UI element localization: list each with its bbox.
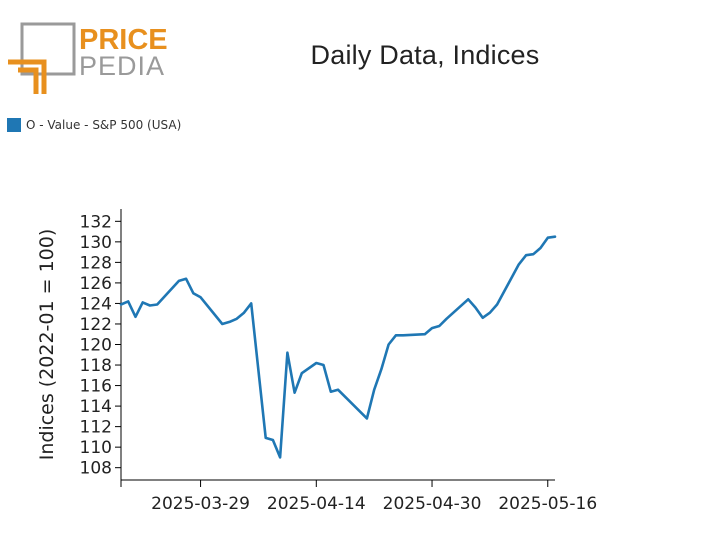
legend-swatch bbox=[7, 118, 21, 132]
y-tick-label: 124 bbox=[80, 294, 112, 314]
x-tick-label: 2025-05-16 bbox=[498, 494, 597, 514]
legend[interactable]: O - Value - S&P 500 (USA) bbox=[7, 118, 181, 132]
y-tick-label: 110 bbox=[80, 438, 112, 458]
x-tick-label: 2025-04-30 bbox=[383, 494, 482, 514]
chart-title: Daily Data, Indices bbox=[310, 40, 540, 70]
y-tick-label: 114 bbox=[80, 397, 112, 417]
y-tick-label: 108 bbox=[80, 459, 112, 479]
pricepedia-logo: PRICE PEDIA bbox=[8, 22, 168, 94]
y-tick-label: 130 bbox=[80, 233, 112, 253]
y-tick-label: 120 bbox=[80, 336, 112, 356]
logo-text-pedia: PEDIA bbox=[79, 51, 165, 81]
y-axis-title: Indices (2022-01 = 100) bbox=[36, 229, 58, 461]
y-tick-label: 132 bbox=[80, 212, 112, 232]
y-tick-label: 116 bbox=[80, 377, 112, 397]
legend-label: O - Value - S&P 500 (USA) bbox=[26, 118, 182, 132]
y-tick-label: 128 bbox=[80, 253, 112, 273]
y-tick-label: 126 bbox=[80, 274, 112, 294]
logo-mark bbox=[8, 22, 76, 94]
y-tick-label: 112 bbox=[80, 418, 112, 438]
series-line bbox=[119, 235, 557, 459]
y-tick-label: 122 bbox=[80, 315, 112, 335]
y-tick-label: 118 bbox=[80, 356, 112, 376]
x-tick-label: 2025-04-14 bbox=[267, 494, 366, 514]
logo-text-price: PRICE bbox=[79, 24, 168, 56]
x-tick-label: 2025-03-29 bbox=[151, 494, 250, 514]
